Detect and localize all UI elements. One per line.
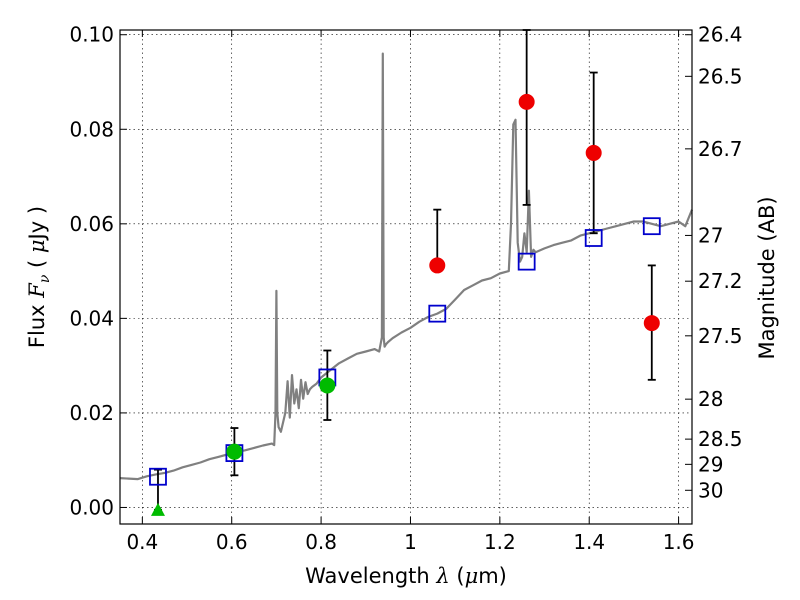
y2-axis-label: Magnitude (AB) bbox=[755, 196, 779, 359]
nondetection-point bbox=[429, 257, 446, 274]
x-tick-label: 1.2 bbox=[484, 530, 516, 554]
axis-ticks bbox=[120, 30, 692, 524]
grid-lines bbox=[120, 30, 692, 524]
y-tick-label: 0.00 bbox=[69, 495, 114, 519]
nondetection-point bbox=[643, 315, 660, 332]
detection-point bbox=[226, 443, 243, 460]
y2-tick-label: 29 bbox=[698, 452, 723, 476]
detection-point bbox=[319, 377, 336, 394]
limit-triangle bbox=[150, 502, 165, 516]
x-tick-label: 0.8 bbox=[305, 530, 337, 554]
y2-tick-label: 30 bbox=[698, 478, 723, 502]
y-axis-label: Flux Fν ( μJy ) bbox=[25, 206, 53, 348]
x-tick-label: 0.6 bbox=[216, 530, 248, 554]
y-tick-label: 0.08 bbox=[69, 117, 114, 141]
nondetection-point bbox=[585, 144, 602, 161]
spectrum-line bbox=[119, 52, 694, 481]
model-band-square bbox=[642, 217, 661, 236]
model-band-square bbox=[149, 467, 167, 486]
y2-tick-label: 26.4 bbox=[698, 23, 743, 47]
y2-tick-label: 28 bbox=[698, 387, 723, 411]
model-band-square bbox=[517, 252, 536, 271]
tick-labels: 0.4 0.6 0.8 1 1.2 1.4 1.6 0.00 0.02 0.04 0.06 0.08 0… bbox=[69, 23, 742, 554]
nondetection-point bbox=[518, 93, 535, 110]
y-tick-label: 0.04 bbox=[69, 306, 114, 330]
data-markers bbox=[149, 93, 661, 516]
x-tick-label: 1.4 bbox=[573, 530, 605, 554]
y2-tick-label: 26.5 bbox=[698, 64, 743, 88]
model-band-square bbox=[584, 229, 603, 247]
model-band-square bbox=[428, 304, 447, 323]
y2-tick-label: 28.5 bbox=[698, 427, 743, 451]
x-tick-label: 0.4 bbox=[126, 530, 158, 554]
y2-tick-label: 27.2 bbox=[698, 269, 743, 293]
error-bars bbox=[153, 29, 656, 511]
plot-frame bbox=[119, 29, 693, 525]
y2-tick-label: 27.5 bbox=[698, 324, 743, 348]
x-axis-label: Wavelength λ (μm) bbox=[305, 564, 507, 588]
y2-tick-label: 27 bbox=[698, 223, 723, 247]
x-tick-label: 1 bbox=[404, 530, 417, 554]
y-tick-label: 0.06 bbox=[69, 212, 114, 236]
y2-tick-label: 26.7 bbox=[698, 137, 743, 161]
x-tick-label: 1.6 bbox=[663, 530, 695, 554]
y-tick-label: 0.10 bbox=[69, 23, 114, 47]
y-tick-label: 0.02 bbox=[69, 401, 114, 425]
model-spectrum bbox=[119, 52, 694, 481]
